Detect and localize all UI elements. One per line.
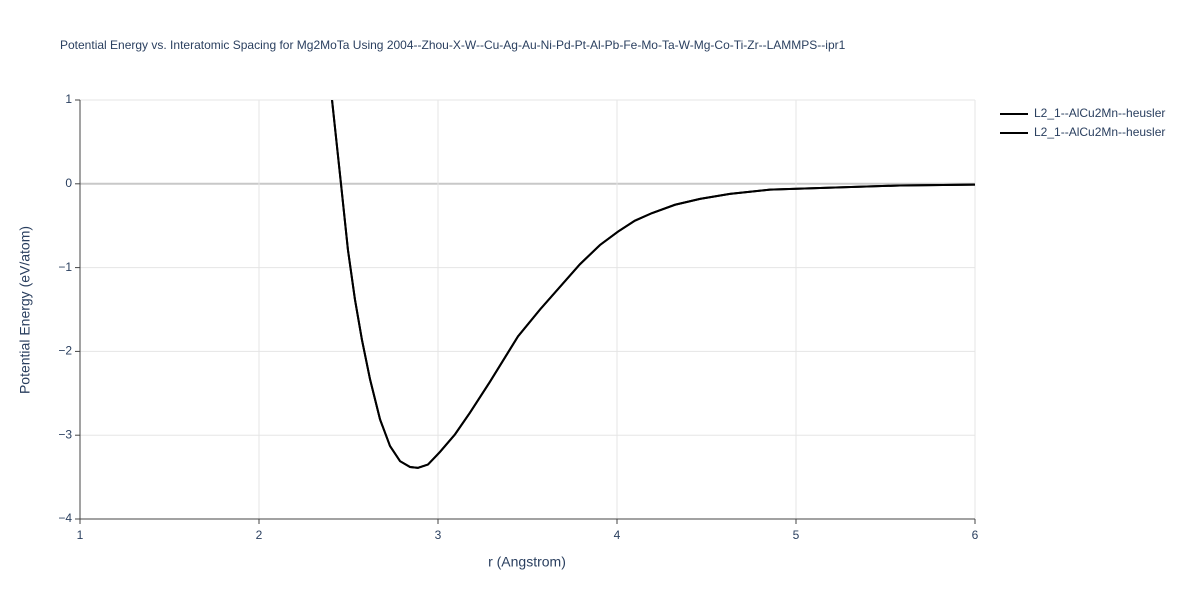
x-tick-label: 1 bbox=[77, 528, 84, 542]
x-axis-label: r (Angstrom) bbox=[488, 554, 566, 570]
plot-area bbox=[331, 100, 975, 469]
x-tick-label: 5 bbox=[793, 528, 800, 542]
x-tick-label: 4 bbox=[614, 528, 621, 542]
y-tick-label: −1 bbox=[58, 260, 72, 274]
legend-label: L2_1--AlCu2Mn--heusler bbox=[1034, 106, 1165, 120]
x-tick-label: 6 bbox=[972, 528, 979, 542]
line-series bbox=[331, 100, 975, 469]
y-axis-label: Potential Energy (eV/atom) bbox=[17, 226, 33, 394]
line-series bbox=[331, 100, 975, 469]
y-tick-label: −2 bbox=[58, 344, 72, 358]
x-tick-label: 2 bbox=[256, 528, 263, 542]
legend-label: L2_1--AlCu2Mn--heusler bbox=[1034, 125, 1165, 139]
y-tick-label: 1 bbox=[65, 92, 72, 106]
y-tick-label: −3 bbox=[58, 427, 72, 441]
x-tick-label: 3 bbox=[435, 528, 442, 542]
chart-title: Potential Energy vs. Interatomic Spacing… bbox=[60, 38, 846, 52]
y-tick-label: 0 bbox=[65, 176, 72, 190]
y-tick-label: −4 bbox=[58, 511, 72, 525]
